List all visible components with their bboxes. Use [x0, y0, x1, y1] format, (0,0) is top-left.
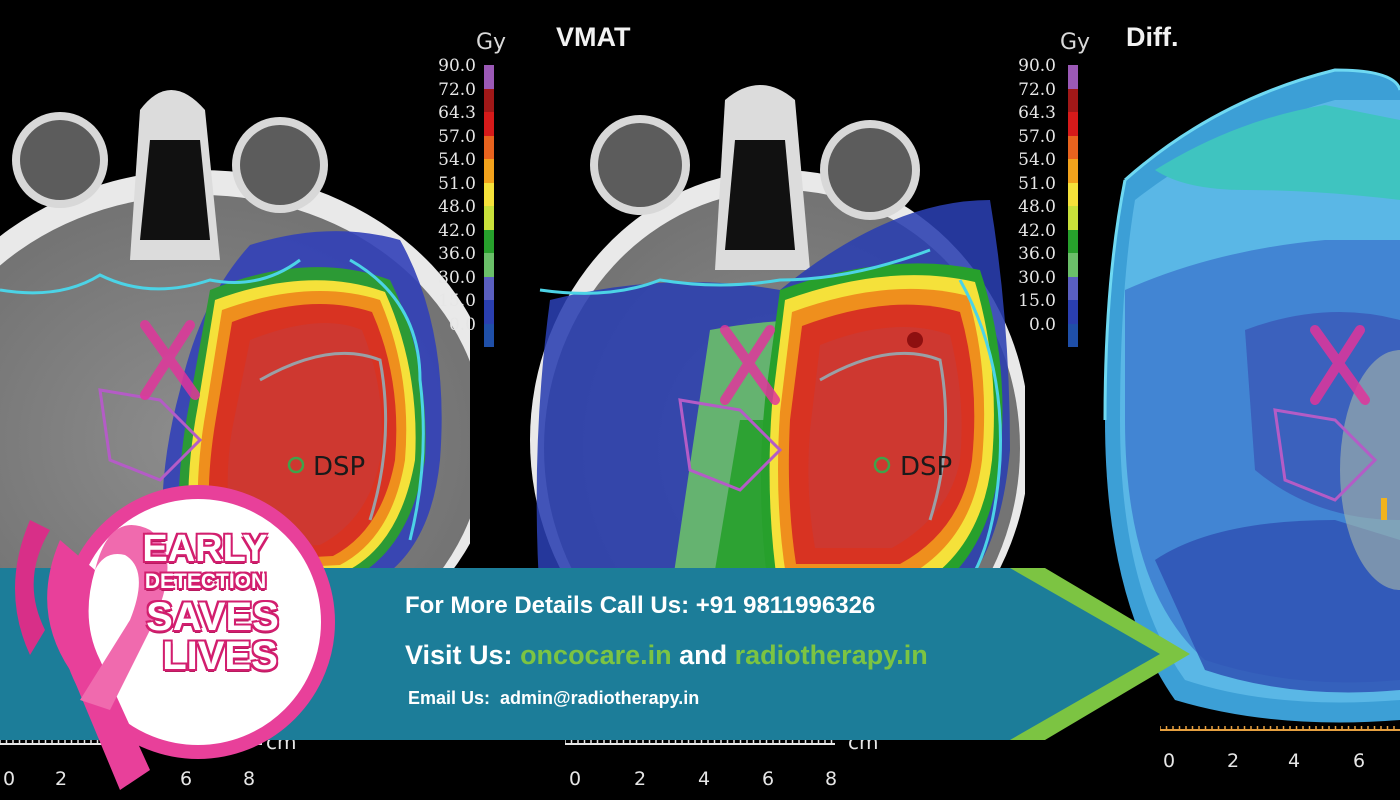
scale-value: 54.0: [438, 150, 476, 170]
dose-unit-label-left-top: Gy: [476, 30, 507, 55]
ruler-tick: 2: [55, 768, 68, 790]
scale-value: 57.0: [438, 126, 476, 147]
ruler-tick: 0: [569, 768, 582, 790]
dose-scale-middle: 90.0 72.0 64.3 57.0 54.0 51.0 48.0 42.0 …: [1006, 55, 1064, 337]
ruler-tick: 8: [825, 768, 838, 790]
dose-colorbar-left: [484, 65, 494, 347]
dose-colorbar-middle: [1068, 65, 1078, 347]
scale-value: 51.0: [1018, 173, 1056, 194]
colorbar-segment: [1068, 206, 1078, 230]
colorbar-segment: [1068, 300, 1078, 324]
colorbar-segment: [484, 206, 494, 230]
slogan-lives: LIVES: [162, 634, 278, 678]
scale-value: 48.0: [438, 197, 476, 217]
colorbar-segment: [1068, 253, 1078, 277]
scale-value: 42.0: [1018, 220, 1056, 241]
visit-us-line: Visit Us: oncocare.in and radiotherapy.i…: [405, 640, 928, 671]
colorbar-segment: [1068, 112, 1078, 136]
colorbar-segment: [1068, 65, 1078, 89]
scale-value: 0.0: [448, 314, 476, 335]
colorbar-segment: [484, 276, 494, 300]
ruler-tick: 2: [1227, 750, 1240, 772]
scale-value: 30.0: [438, 267, 476, 288]
site-link-oncocare[interactable]: oncocare.in: [520, 640, 672, 670]
slogan-early: EARLY: [142, 528, 268, 570]
scale-value: 0.0: [1028, 314, 1056, 335]
ruler-tick: 4: [698, 768, 711, 790]
scale-value: 15.0: [438, 291, 476, 311]
email-address[interactable]: admin@radiotherapy.in: [500, 688, 700, 708]
scale-value: 30.0: [1018, 267, 1056, 288]
ruler-tick: 8: [243, 768, 256, 790]
panel-title-diff: Diff.: [1126, 22, 1179, 52]
scale-value: 48.0: [1018, 197, 1056, 217]
colorbar-segment: [484, 135, 494, 159]
panel-title-vmat: VMAT: [556, 22, 631, 52]
scale-value: 64.3: [438, 103, 476, 123]
scale-value: 42.0: [438, 220, 476, 241]
scale-value: 36.0: [1018, 244, 1056, 264]
colorbar-segment: [484, 229, 494, 253]
colorbar-segment: [1068, 135, 1078, 159]
email-us-line: Email Us: admin@radiotherapy.in: [408, 688, 699, 709]
visit-label: Visit Us:: [405, 640, 513, 670]
colorbar-segment: [1068, 182, 1078, 206]
colorbar-segment: [1068, 276, 1078, 300]
ruler-middle: 0 2 4 6 8: [565, 740, 865, 800]
colorbar-segment: [1068, 88, 1078, 112]
pink-ribbon-badge: [15, 485, 335, 790]
ct-dose-diff-image: [1103, 68, 1400, 723]
scale-value: 54.0: [1018, 150, 1056, 170]
ruler-tick: 0: [1163, 750, 1176, 772]
colorbar-segment: [484, 182, 494, 206]
colorbar-segment: [484, 65, 494, 89]
colorbar-segment: [484, 112, 494, 136]
call-us-line: For More Details Call Us: +91 9811996326: [405, 592, 875, 620]
ruler-ticks-right: [1160, 726, 1400, 731]
slogan-saves: SAVES: [146, 595, 279, 639]
colorbar-segment: [484, 323, 494, 347]
ruler-tick: 0: [3, 768, 16, 790]
ribbon-shadow-icon: [15, 520, 50, 655]
dose-scale-left: 90.0 72.0 64.3 57.0 54.0 51.0 48.0 42.0 …: [426, 55, 484, 337]
ruler-tick: 2: [634, 768, 647, 790]
scale-value: 51.0: [438, 173, 476, 194]
colorbar-segment: [1068, 229, 1078, 253]
scale-value: 57.0: [1018, 126, 1056, 147]
dose-unit-label-middle: Gy: [1060, 30, 1091, 55]
ruler-tick: 6: [180, 768, 193, 790]
site-link-radiotherapy[interactable]: radiotherapy.in: [734, 640, 928, 670]
scale-value: 15.0: [1018, 291, 1056, 311]
call-label: For More Details Call Us:: [405, 592, 690, 619]
ruler-tick: 6: [762, 768, 775, 790]
slogan-detection: DETECTION: [144, 570, 267, 593]
scale-value: 72.0: [438, 79, 476, 100]
colorbar-segment: [1068, 323, 1078, 347]
scale-value: 36.0: [438, 244, 476, 264]
ribbon-fold-icon: [80, 525, 168, 710]
scale-value: 90.0: [1018, 56, 1056, 76]
ruler-ticks-middle: [565, 740, 835, 745]
ribbon-icon: [47, 540, 151, 790]
colorbar-segment: [484, 253, 494, 277]
scale-value: 90.0: [438, 56, 476, 76]
dose-panel-right: [1095, 0, 1400, 800]
dsp-marker-label-middle: DSP: [900, 452, 953, 482]
scale-value: 72.0: [1018, 79, 1056, 100]
phone-number[interactable]: +91 9811996326: [695, 592, 876, 619]
email-label: Email Us:: [408, 688, 491, 708]
and-word: and: [679, 640, 728, 670]
ruler-tick: 6: [1353, 750, 1366, 772]
colorbar-segment: [484, 88, 494, 112]
dsp-marker-label-left: DSP: [313, 452, 366, 482]
colorbar-segment: [484, 300, 494, 324]
colorbar-segment: [484, 159, 494, 183]
ruler-tick: 4: [1288, 750, 1301, 772]
ruler-right: 0 2 4 6: [1160, 722, 1400, 782]
colorbar-segment: [1068, 159, 1078, 183]
scale-value: 64.3: [1018, 103, 1056, 123]
